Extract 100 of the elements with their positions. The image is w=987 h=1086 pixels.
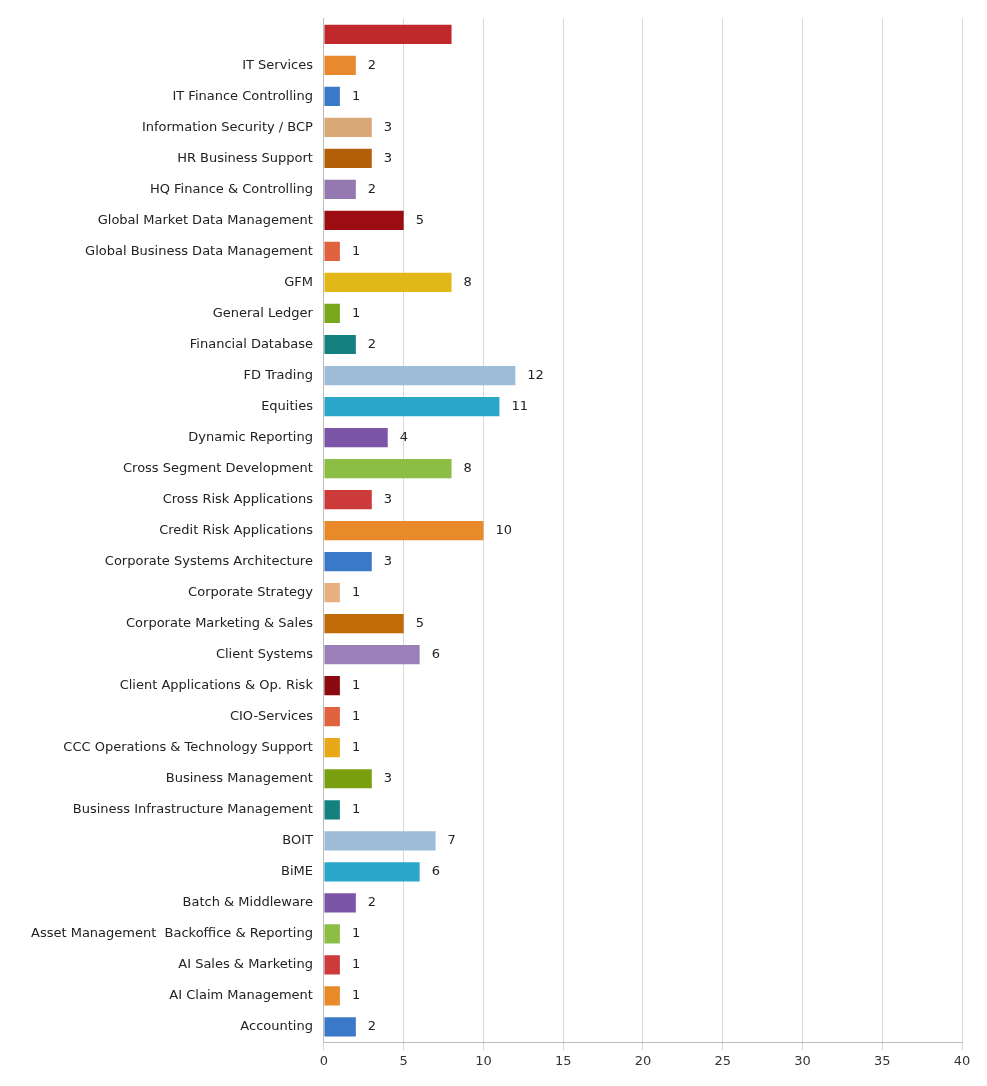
bar xyxy=(324,334,356,355)
x-tick-label: 0 xyxy=(319,1052,329,1068)
y-tick-label: Global Market Data Management xyxy=(97,211,313,227)
data-label: 5 xyxy=(415,615,424,631)
data-label: 8 xyxy=(463,273,472,289)
bar xyxy=(324,117,372,137)
y-tick-label: Dynamic Reporting xyxy=(188,428,313,444)
data-label: 2 xyxy=(367,1018,377,1034)
data-label: 1 xyxy=(351,739,361,755)
x-tick-label: 40 xyxy=(953,1052,971,1068)
bar xyxy=(324,396,500,417)
x-tick-label: 30 xyxy=(794,1052,811,1068)
bar xyxy=(324,707,340,727)
y-tick-label: Cross Segment Development xyxy=(123,459,313,475)
y-tick-label: Business Management xyxy=(165,770,313,786)
data-label: 10 xyxy=(495,521,512,537)
data-label: 1 xyxy=(351,87,361,103)
y-tick-label: Accounting xyxy=(240,1018,313,1034)
x-tick-label: 10 xyxy=(475,1052,492,1068)
y-tick-label: AI Claim Management xyxy=(169,987,313,1003)
bar xyxy=(324,676,340,696)
y-tick-label: HR Business Support xyxy=(177,149,313,165)
y-tick-label: GFM xyxy=(284,273,313,289)
bar xyxy=(324,893,356,913)
y-tick-label: Business Infrastructure Management xyxy=(72,801,313,817)
bar xyxy=(324,738,340,758)
y-tick-label: Corporate Systems Architecture xyxy=(104,552,313,568)
bar xyxy=(324,148,372,168)
y-tick-label: Batch & Middleware xyxy=(182,894,313,910)
y-tick-label: Corporate Marketing & Sales xyxy=(126,615,314,631)
data-label: 2 xyxy=(367,335,377,351)
data-label: 11 xyxy=(511,397,528,413)
data-label: 7 xyxy=(447,832,456,848)
bar xyxy=(324,365,516,386)
data-label: 1 xyxy=(351,801,361,817)
y-tick-label: Client Applications & Op. Risk xyxy=(119,677,314,693)
y-tick-label: Global Business Data Management xyxy=(85,242,313,258)
x-tick-label: 5 xyxy=(399,1052,408,1068)
data-label: 1 xyxy=(351,956,361,972)
bar xyxy=(324,583,340,603)
y-tick-label: AI Sales & Marketing xyxy=(178,956,313,972)
data-label: 3 xyxy=(383,490,393,506)
data-label: 8 xyxy=(463,459,472,475)
data-label: 3 xyxy=(383,118,393,134)
bar xyxy=(324,179,356,200)
data-label: 3 xyxy=(383,552,393,568)
x-tick-label: 20 xyxy=(634,1052,652,1068)
bar xyxy=(324,924,340,944)
x-tick-label: 15 xyxy=(554,1052,572,1068)
data-label: 1 xyxy=(351,242,361,258)
bar xyxy=(324,614,404,634)
bar xyxy=(324,55,356,75)
bar xyxy=(324,458,452,479)
data-label: 1 xyxy=(351,304,361,320)
y-tick-label: General Ledger xyxy=(212,304,314,320)
bar xyxy=(324,1017,356,1037)
bar xyxy=(324,489,372,510)
bar xyxy=(324,862,420,882)
y-tick-label: Cross Risk Applications xyxy=(162,490,314,506)
data-label: 6 xyxy=(431,646,440,662)
bar xyxy=(324,955,340,975)
y-tick-label: Corporate Strategy xyxy=(188,584,314,600)
bar xyxy=(324,303,340,324)
data-label: 2 xyxy=(367,894,377,910)
y-tick-label: CCC Operations & Technology Support xyxy=(63,739,313,755)
bar xyxy=(324,986,340,1006)
y-tick-label: Asset Management Backoffice & Reporting xyxy=(30,925,313,941)
y-tick-label: Credit Risk Applications xyxy=(159,521,314,537)
bar xyxy=(324,427,388,448)
data-label: 1 xyxy=(351,708,361,724)
bar xyxy=(324,86,340,106)
y-tick-label: HQ Finance & Controlling xyxy=(149,180,313,196)
data-label: 5 xyxy=(415,211,424,227)
bar xyxy=(324,552,372,572)
x-tick-label: 25 xyxy=(714,1052,731,1068)
bar xyxy=(324,800,340,820)
bar xyxy=(324,831,436,851)
y-tick-label: Information Security / BCP xyxy=(141,118,314,134)
data-label: 1 xyxy=(351,677,361,693)
y-tick-label: IT Services xyxy=(242,56,314,72)
y-tick-label: FD Trading xyxy=(243,366,313,382)
data-label: 6 xyxy=(431,863,440,879)
bar xyxy=(324,520,484,541)
data-label: 12 xyxy=(527,366,544,382)
y-tick-label: Financial Database xyxy=(189,335,313,351)
bar xyxy=(324,210,404,231)
y-tick-label: BiME xyxy=(280,863,313,879)
data-label: 2 xyxy=(367,180,377,196)
y-tick-label: Client Systems xyxy=(215,646,314,662)
bar xyxy=(324,241,340,262)
data-label: 3 xyxy=(383,149,393,165)
bar xyxy=(324,769,372,789)
data-label: 2 xyxy=(367,56,377,72)
y-tick-label: BOIT xyxy=(282,832,313,848)
data-label: 1 xyxy=(351,584,361,600)
bar xyxy=(324,645,420,665)
bar xyxy=(324,272,452,293)
y-tick-label: CIO-Services xyxy=(229,708,314,724)
y-tick-label: IT Finance Controlling xyxy=(172,87,313,103)
x-tick-label: 35 xyxy=(873,1052,891,1068)
